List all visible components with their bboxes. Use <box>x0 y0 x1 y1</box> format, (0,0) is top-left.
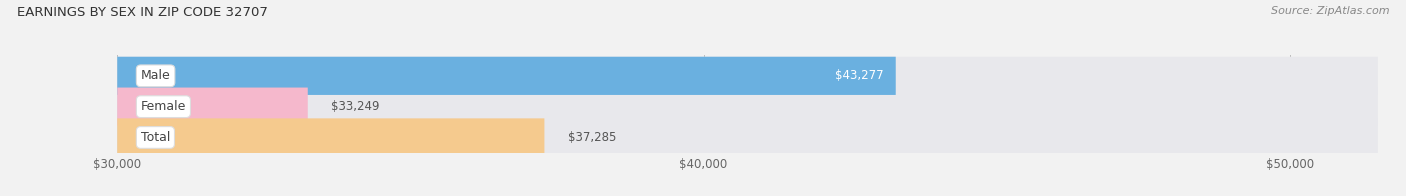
FancyBboxPatch shape <box>117 118 1378 157</box>
FancyBboxPatch shape <box>117 57 896 95</box>
Text: Male: Male <box>141 69 170 82</box>
Text: $37,285: $37,285 <box>568 131 616 144</box>
Text: $33,249: $33,249 <box>332 100 380 113</box>
FancyBboxPatch shape <box>117 57 1378 95</box>
Text: Source: ZipAtlas.com: Source: ZipAtlas.com <box>1271 6 1389 16</box>
Text: EARNINGS BY SEX IN ZIP CODE 32707: EARNINGS BY SEX IN ZIP CODE 32707 <box>17 6 267 19</box>
FancyBboxPatch shape <box>117 88 308 126</box>
FancyBboxPatch shape <box>117 88 1378 126</box>
Text: $43,277: $43,277 <box>835 69 884 82</box>
Text: Total: Total <box>141 131 170 144</box>
Text: Female: Female <box>141 100 186 113</box>
FancyBboxPatch shape <box>117 118 544 157</box>
